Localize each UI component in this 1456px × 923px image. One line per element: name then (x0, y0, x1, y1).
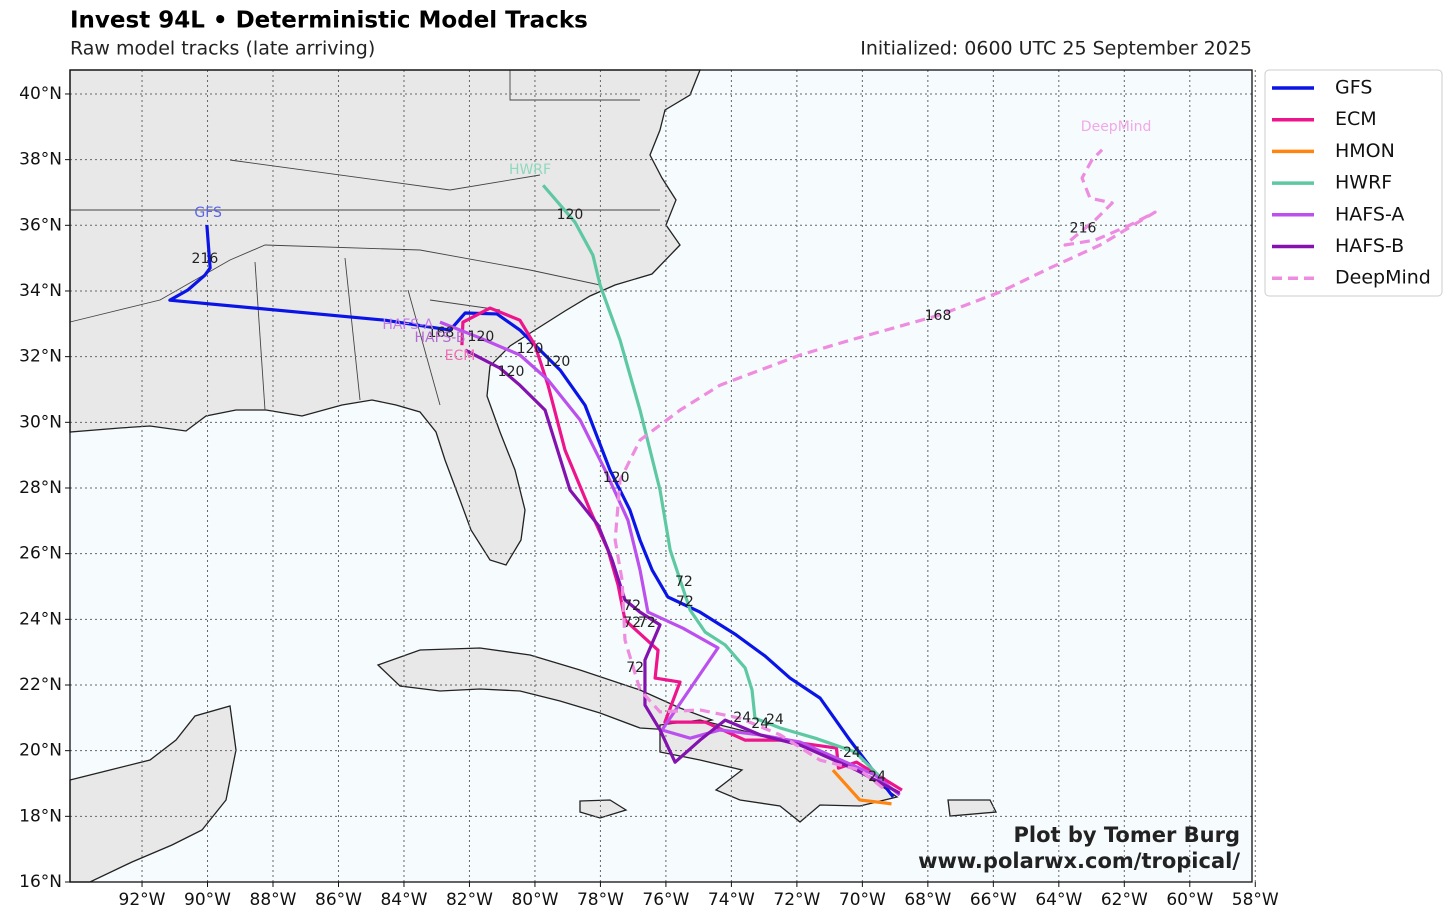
x-tick-label: 72°W (773, 890, 820, 910)
y-tick-label: 32°N (19, 347, 62, 367)
x-tick-label: 88°W (250, 890, 297, 910)
forecast-hour-label: 120 (468, 329, 495, 345)
forecast-hour-label: 24 (751, 716, 769, 732)
legend-label: HWRF (1335, 172, 1392, 194)
forecast-hour-label: 216 (192, 251, 219, 267)
forecast-hour-label: 168 (925, 308, 952, 324)
x-tick-label: 80°W (511, 890, 558, 910)
legend-label: GFS (1335, 77, 1372, 99)
forecast-hour-label: 216 (1070, 220, 1097, 236)
x-tick-label: 58°W (1232, 890, 1279, 910)
track-name-label: ECM (445, 348, 476, 364)
track-line (831, 768, 892, 806)
credit: Plot by Tomer Burg (1014, 823, 1241, 847)
x-tick-label: 86°W (315, 890, 362, 910)
legend-label: HMON (1335, 140, 1395, 162)
legend-label: DeepMind (1335, 267, 1431, 289)
legend-label: HAFS-B (1335, 235, 1404, 257)
track-line (168, 224, 895, 798)
x-tick-label: 66°W (970, 890, 1017, 910)
forecast-hour-label: 168 (428, 325, 455, 341)
y-tick-label: 38°N (19, 150, 62, 170)
forecast-hour-label: 72 (638, 615, 656, 631)
y-tick-label: 34°N (19, 281, 62, 301)
x-tick-label: 64°W (1035, 890, 1082, 910)
forecast-hour-label: 24 (868, 769, 886, 785)
forecast-hour-label: 120 (557, 207, 584, 223)
y-tick-label: 16°N (19, 872, 62, 892)
subtitle: Raw model tracks (late arriving) (70, 38, 375, 60)
y-tick-label: 18°N (19, 806, 62, 826)
y-tick-label: 40°N (19, 84, 62, 104)
land (69, 69, 998, 883)
forecast-hour-label: 72 (675, 574, 693, 590)
track-line (613, 148, 1157, 790)
forecast-hour-label: 120 (517, 341, 544, 357)
track-name-label: HWRF (509, 162, 551, 178)
track-name-label: HAFS-A (382, 317, 434, 333)
x-tick-label: 78°W (577, 890, 624, 910)
forecast-hour-label: 24 (766, 712, 784, 728)
y-tick-label: 22°N (19, 675, 62, 695)
track-line (464, 348, 901, 795)
track-name-label: DeepMind (1081, 119, 1152, 135)
x-tick-label: 74°W (708, 890, 755, 910)
legend-label: ECM (1335, 108, 1377, 130)
forecast-hour-label: 72 (623, 598, 641, 614)
track-name-label: GFS (194, 205, 222, 221)
forecast-hour-label: 24 (733, 710, 751, 726)
y-tick-label: 36°N (19, 215, 62, 235)
forecast-hour-label: 72 (623, 615, 641, 631)
init-time: Initialized: 0600 UTC 25 September 2025 (860, 38, 1252, 60)
x-tick-label: 62°W (1101, 890, 1148, 910)
y-tick-label: 26°N (19, 544, 62, 564)
y-tick-label: 30°N (19, 412, 62, 432)
legend-label: HAFS-A (1335, 203, 1404, 225)
forecast-hour-label: 24 (843, 745, 861, 761)
forecast-hour-label: 72 (626, 660, 644, 676)
track-line (541, 184, 882, 779)
x-tick-label: 70°W (839, 890, 886, 910)
x-tick-label: 76°W (642, 890, 689, 910)
x-tick-label: 90°W (184, 890, 231, 910)
title: Invest 94L • Deterministic Model Tracks (70, 8, 588, 34)
credit-url: www.polarwx.com/tropical/ (918, 849, 1240, 873)
x-tick-label: 68°W (904, 890, 951, 910)
forecast-hour-label: 120 (603, 470, 630, 486)
x-tick-label: 82°W (446, 890, 493, 910)
y-tick-label: 28°N (19, 478, 62, 498)
x-tick-label: 60°W (1166, 890, 1213, 910)
x-tick-label: 92°W (119, 890, 166, 910)
x-tick-label: 84°W (380, 890, 427, 910)
y-tick-label: 20°N (19, 741, 62, 761)
track-name-label: HAFS-B (415, 330, 466, 346)
forecast-hour-label: 120 (544, 354, 571, 370)
y-tick-label: 24°N (19, 609, 62, 629)
plot-frame (69, 69, 1253, 883)
forecast-hour-label: 72 (676, 594, 694, 610)
legend (1264, 69, 1443, 297)
forecast-hour-label: 120 (498, 364, 525, 380)
